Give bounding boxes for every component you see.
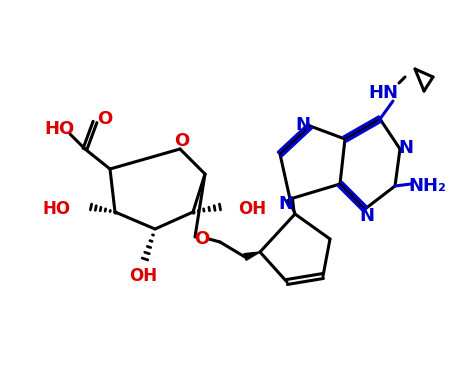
Text: O: O [174,132,190,150]
Text: HO: HO [43,200,71,218]
Text: O: O [97,110,113,128]
Text: N: N [360,207,374,225]
Polygon shape [287,198,295,214]
Text: HO: HO [45,120,75,138]
Text: N: N [398,139,413,157]
Text: OH: OH [129,267,157,285]
Text: N: N [295,116,311,134]
Text: O: O [194,230,210,248]
Text: N: N [278,195,294,213]
Text: NH₂: NH₂ [408,177,446,195]
Polygon shape [244,252,260,260]
Text: OH: OH [238,200,266,218]
Text: HN: HN [368,84,398,102]
